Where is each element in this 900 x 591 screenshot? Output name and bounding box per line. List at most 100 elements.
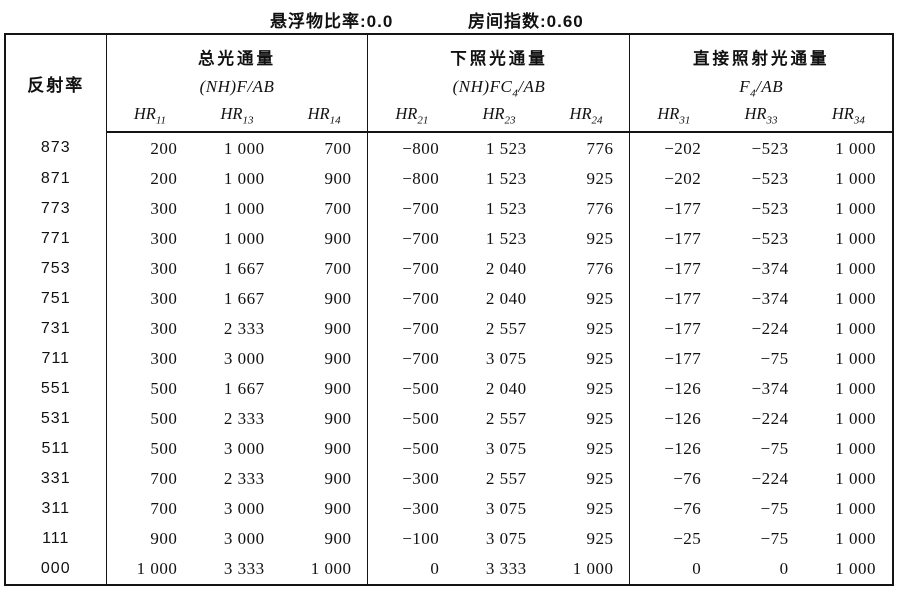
table-row: 331 700 2 333 900 −300 2 557 925 −76 −22…: [6, 463, 892, 494]
cell: 1 667: [223, 378, 265, 398]
cell: −177: [629, 253, 718, 284]
table-row: 711 300 3 000 900 −700 3 075 925 −177 −7…: [6, 343, 892, 374]
cell: 900: [324, 528, 352, 548]
cell: 3 075: [485, 438, 527, 458]
cell: −500: [367, 373, 456, 404]
cell: 700: [324, 138, 352, 158]
reflectance-cell: 871: [40, 169, 71, 187]
cell: −523: [751, 198, 789, 218]
cell: 500: [105, 403, 194, 434]
cell: −700: [367, 313, 456, 344]
cell: 900: [324, 408, 352, 428]
cell: 300: [105, 283, 194, 314]
cell: 1 523: [485, 198, 527, 218]
cell: −300: [367, 493, 456, 524]
cell: 300: [105, 223, 194, 254]
cell: 900: [324, 378, 352, 398]
table-header: 反射率 总光通量 (NH)F/AB 下照光通量 (NH)FC4/AB 直接照射光…: [6, 35, 892, 134]
cell: 1 000: [105, 553, 194, 584]
cell: −177: [629, 283, 718, 314]
cell: −75: [760, 528, 789, 548]
data-table: 反射率 总光通量 (NH)F/AB 下照光通量 (NH)FC4/AB 直接照射光…: [6, 35, 892, 584]
group-header-total-flux: 总光通量 (NH)F/AB: [105, 35, 368, 100]
cell: 1 000: [835, 198, 876, 218]
cell: 1 000: [835, 528, 876, 548]
cell: −75: [760, 438, 789, 458]
group-formula: F4/AB: [739, 77, 784, 100]
cell: 300: [105, 313, 194, 344]
cell: 900: [324, 348, 352, 368]
cell: 925: [586, 378, 614, 398]
cell: −75: [760, 348, 789, 368]
cell: −700: [367, 223, 456, 254]
room-index-label: 房间指数:0.60: [468, 12, 584, 31]
cell: 1 000: [223, 168, 265, 188]
cell: 2 557: [485, 468, 527, 488]
cell: 1 667: [223, 258, 265, 278]
cell: −700: [367, 283, 456, 314]
cell: 1 000: [835, 348, 876, 368]
cell: 1 000: [835, 138, 876, 158]
cell: −523: [751, 168, 789, 188]
cell: 3 000: [223, 528, 265, 548]
cell: 2 333: [223, 468, 265, 488]
table-row: 000 1 000 3 333 1 000 0 3 333 1 000 0 0 …: [6, 553, 892, 584]
cell: 776: [586, 198, 614, 218]
cell: −700: [367, 193, 456, 224]
cell: −177: [629, 223, 718, 254]
table-row: 511 500 3 000 900 −500 3 075 925 −126 −7…: [6, 433, 892, 464]
cell: 700: [324, 258, 352, 278]
cell: −500: [367, 433, 456, 464]
cell: 1 523: [485, 168, 527, 188]
cell: −800: [367, 132, 456, 164]
suspension-ratio-label: 悬浮物比率:0.0: [270, 12, 394, 31]
reflectance-cell: 751: [40, 289, 71, 307]
reflectance-cell: 551: [40, 379, 71, 397]
table-row: 751 300 1 667 900 −700 2 040 925 −177 −3…: [6, 283, 892, 314]
cell: 3 000: [223, 348, 265, 368]
reflectance-cell: 711: [41, 349, 70, 367]
table-row: 771 300 1 000 900 −700 1 523 925 −177 −5…: [6, 223, 892, 254]
cell: 1 000: [310, 558, 352, 578]
cell: 776: [586, 258, 614, 278]
cell: 925: [586, 468, 614, 488]
page-captions: 悬浮物比率:0.0 房间指数:0.60: [0, 4, 900, 31]
group-title: 下照光通量: [450, 50, 548, 68]
cell: −76: [629, 463, 718, 494]
cell: 776: [586, 138, 614, 158]
reflectance-cell: 000: [40, 559, 71, 577]
cell: −224: [751, 318, 789, 338]
cell: 900: [105, 523, 194, 554]
cell: 0: [629, 553, 718, 584]
cell: −25: [629, 523, 718, 554]
cell: 700: [324, 198, 352, 218]
header-group-row: 反射率 总光通量 (NH)F/AB 下照光通量 (NH)FC4/AB 直接照射光…: [6, 35, 892, 100]
cell: −523: [751, 138, 789, 158]
cell: 2 040: [485, 258, 527, 278]
cell: 200: [105, 163, 194, 194]
group-header-downward-flux: 下照光通量 (NH)FC4/AB: [367, 35, 630, 100]
cell: 1 000: [835, 468, 876, 488]
reflectance-cell: 771: [40, 229, 71, 247]
reflectance-cell: 111: [42, 529, 70, 547]
cell: 1 000: [223, 138, 265, 158]
cell: 900: [324, 468, 352, 488]
table-body: 873 200 1 000 700 −800 1 523 776 −202 −5…: [6, 132, 892, 584]
cell: −202: [629, 132, 718, 164]
cell: 3 000: [223, 438, 265, 458]
cell: 1 667: [223, 288, 265, 308]
hr-column-label: HR11: [105, 99, 194, 134]
cell: 1 000: [835, 288, 876, 308]
cell: 1 000: [572, 558, 614, 578]
table-row: 773 300 1 000 700 −700 1 523 776 −177 −5…: [6, 193, 892, 224]
cell: 3 075: [485, 348, 527, 368]
cell: 1 000: [835, 258, 876, 278]
cell: −523: [751, 228, 789, 248]
cell: 2 040: [485, 378, 527, 398]
group-title: 直接照射光通量: [692, 50, 830, 68]
cell: 1 000: [835, 498, 876, 518]
reflectance-cell: 311: [41, 499, 70, 517]
cell: 1 000: [835, 408, 876, 428]
cell: 3 333: [485, 558, 527, 578]
